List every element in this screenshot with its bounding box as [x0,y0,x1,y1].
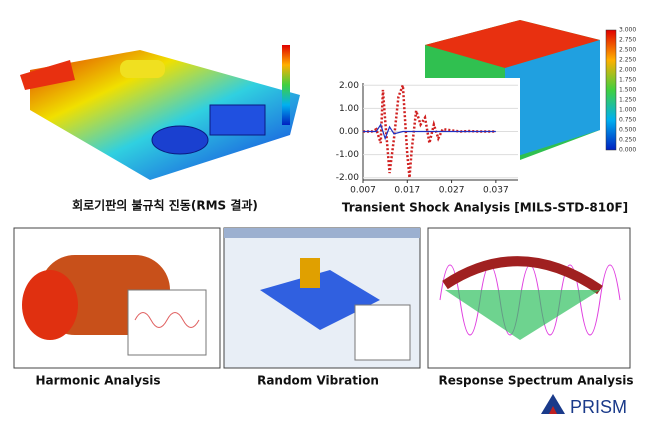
y-tick-label: -1.00 [336,150,360,160]
colorbar-label: 3.000 [619,27,636,34]
caption: Harmonic Analysis [35,374,160,388]
caption: Response Spectrum Analysis [439,374,634,388]
x-tick-label: 0.017 [394,186,420,196]
response-spectrum-image [427,227,631,369]
logo-text: PRISM [570,397,627,417]
colorbar-label: 2.000 [619,67,636,74]
colorbar-label: 1.250 [619,97,636,104]
colorbar-label: 2.250 [619,57,636,64]
colorbar-label: 1.750 [619,77,636,84]
colorbar-label: 0.500 [619,127,636,134]
colorbar-label: 0.000 [619,147,636,154]
caption: Transient Shock Analysis [MILS-STD-810F] [342,201,628,215]
colorbar-label: 2.750 [619,37,636,44]
harmonic-image [13,227,221,369]
y-tick-label: 2.00 [339,81,359,91]
logo-icon [541,394,565,414]
y-tick-label: -2.00 [336,173,360,183]
x-tick-label: 0.007 [350,186,376,196]
colorbar-label: 0.250 [619,137,636,144]
caption: 회로기판의 불규칙 진동(RMS 결과) [72,198,258,213]
series-line [363,123,496,141]
x-tick-label: 0.027 [439,186,465,196]
random-vibration-image [223,227,421,369]
y-tick-label: 1.00 [339,104,359,114]
colorbar-label: 1.500 [619,87,636,94]
colorbar-label: 2.500 [619,47,636,54]
logo-icon [549,406,557,414]
caption: Random Vibration [257,374,379,388]
x-tick-label: 0.037 [483,186,509,196]
board-image [20,45,300,180]
colorbar-label: 1.000 [619,107,636,114]
y-tick-label: 0.00 [339,127,359,137]
colorbar-label: 0.750 [619,117,636,124]
series-line [363,84,496,178]
